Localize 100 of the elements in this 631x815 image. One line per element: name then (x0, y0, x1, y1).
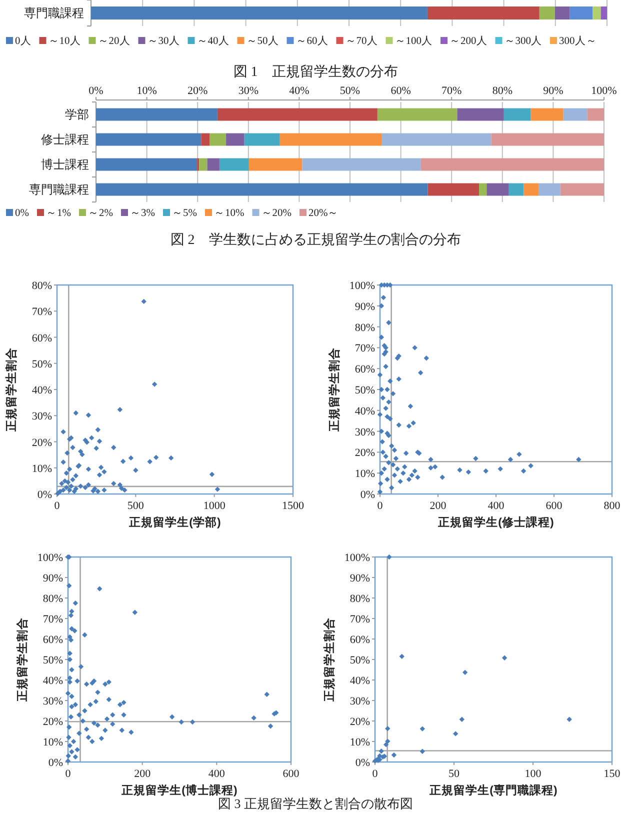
x-axis-title: 正規留学生(博士課程) (120, 783, 238, 797)
y-tick-label: 80% (42, 593, 63, 605)
x-tick-label: 100% (591, 85, 617, 97)
y-tick-label: 100% (37, 552, 63, 564)
y-tick-label: 20% (32, 436, 52, 449)
legend-label: ～5% (172, 208, 198, 219)
x-tick-label: 0 (54, 500, 60, 512)
y-tick-label: 100% (349, 280, 375, 292)
x-tick-label: 600 (282, 768, 300, 780)
y-tick-label: 60% (350, 634, 370, 646)
y-tick-label: 40% (350, 675, 370, 687)
y-axis-title: 正規留学生割合 (15, 618, 29, 702)
x-tick-label: 90% (543, 85, 564, 97)
x-tick-label: 800 (604, 500, 621, 512)
y-tick-label: 90% (350, 572, 370, 584)
y-axis-title: 正規留学生割合 (4, 348, 18, 432)
y-axis-title: 正規留学生割合 (327, 348, 341, 432)
legend-label: 0人 (15, 35, 32, 47)
legend-label: ～30人 (147, 35, 180, 47)
y-tick-label: 専門職課程 (24, 6, 84, 20)
y-tick-label: 0% (48, 757, 63, 769)
text: 図 2 学生数に占める正規留学生の割合の分布 (170, 232, 461, 248)
y-tick-label: 50% (350, 654, 370, 666)
legend-label: ～300人 (504, 35, 542, 47)
y-tick-label: 20% (350, 716, 370, 728)
x-tick-label: 20% (188, 85, 208, 97)
legend-label: ～20% (261, 208, 292, 219)
x-tick-label: 0 (372, 768, 378, 780)
x-axis-title: 正規留学生(専門職課程) (428, 783, 558, 797)
legend-label: ～40人 (196, 35, 230, 47)
y-tick-label: 博士課程 (41, 158, 89, 172)
x-tick-label: 400 (208, 768, 226, 780)
legend-label: ～1% (46, 208, 72, 219)
legend-label: 0% (15, 208, 30, 219)
y-tick-label: 30% (32, 410, 52, 423)
legend-label: ～50人 (246, 35, 279, 47)
y-tick-label: 60% (32, 332, 52, 344)
x-tick-label: 40% (289, 85, 310, 97)
x-tick-label: 10% (136, 85, 157, 97)
legend-label: ～20人 (98, 35, 130, 47)
legend-label: 300人～ (559, 35, 597, 47)
legend-label: ～10% (214, 208, 244, 219)
y-tick-label: 70% (354, 342, 375, 355)
y-tick-label: 0% (37, 489, 52, 501)
y-tick-label: 20% (42, 716, 63, 728)
y-tick-label: 100% (344, 552, 370, 564)
x-tick-label: 60% (390, 85, 411, 97)
y-tick-label: 70% (42, 614, 63, 626)
x-tick-label: 0% (88, 85, 104, 97)
y-tick-label: 40% (42, 675, 63, 687)
y-tick-label: 90% (354, 300, 375, 313)
legend-label: ～3% (130, 208, 156, 219)
x-tick-label: 150 (604, 768, 621, 780)
x-tick-label: 600 (546, 500, 563, 512)
x-tick-label: 500 (127, 500, 144, 512)
text: 図 1 正規留学生数の分布 (233, 64, 398, 80)
y-tick-label: 80% (32, 280, 52, 292)
x-tick-label: 200 (134, 768, 152, 780)
y-tick-label: 50% (42, 654, 63, 666)
y-tick-label: 50% (32, 358, 52, 370)
x-axis-title: 正規留学生(学部) (128, 515, 221, 529)
y-tick-label: 10% (32, 462, 52, 475)
y-tick-label: 専門職課程 (29, 182, 89, 196)
x-tick-label: 50 (448, 768, 460, 780)
y-tick-label: 80% (354, 322, 375, 334)
y-tick-label: 0% (360, 489, 375, 501)
legend-label: 20%～ (308, 208, 339, 219)
y-tick-label: 80% (350, 593, 370, 605)
x-tick-label: 1500 (282, 500, 304, 512)
y-tick-label: 30% (354, 426, 375, 438)
y-tick-label: 10% (354, 468, 375, 480)
caption: 図 3 正規留学生数と割合の散布図 (218, 796, 413, 811)
x-tick-label: 400 (488, 500, 505, 512)
x-tick-label: 0 (377, 500, 384, 512)
x-tick-label: 80% (492, 85, 512, 97)
legend-label: ～100人 (394, 35, 432, 47)
x-tick-label: 1000 (203, 500, 226, 512)
y-tick-label: 30% (42, 696, 63, 708)
y-tick-label: 70% (350, 614, 370, 626)
y-tick-label: 40% (32, 384, 52, 396)
y-tick-label: 60% (354, 364, 375, 376)
x-tick-label: 100 (524, 768, 542, 780)
y-tick-label: 修士課程 (41, 132, 89, 146)
y-tick-label: 0% (355, 757, 370, 769)
y-axis-title: 正規留学生割合 (322, 618, 336, 702)
legend-label: ～60人 (296, 35, 328, 47)
x-axis-title: 正規留学生(修士課程) (437, 515, 554, 529)
legend-label: ～70人 (345, 35, 378, 47)
legend-label: ～200人 (450, 35, 488, 47)
legend-label: ～10人 (48, 35, 81, 47)
y-tick-label: 90% (42, 572, 63, 584)
y-tick-label: 60% (42, 634, 63, 646)
y-tick-label: 50% (354, 384, 375, 396)
x-tick-label: 30% (238, 85, 258, 97)
x-tick-label: 0 (65, 768, 72, 780)
y-tick-label: 40% (354, 405, 375, 418)
y-tick-label: 20% (354, 447, 375, 460)
x-tick-label: 50% (340, 85, 360, 97)
x-tick-label: 70% (442, 85, 462, 97)
y-tick-label: 10% (350, 736, 370, 748)
